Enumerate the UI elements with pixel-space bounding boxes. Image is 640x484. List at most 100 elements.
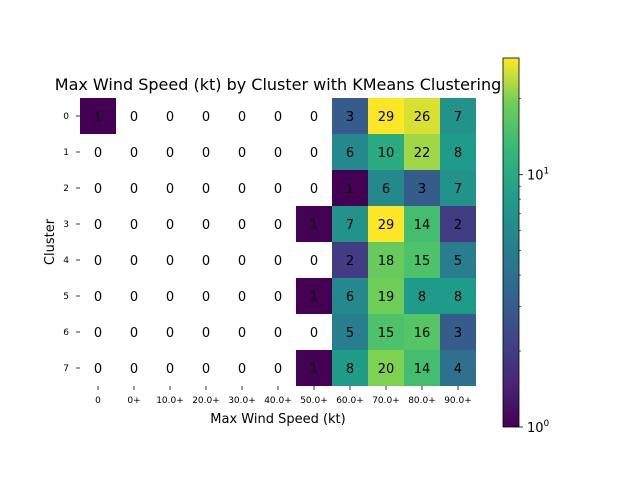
cell-value-label: 0 [238, 146, 246, 161]
heatmap-cell [332, 350, 368, 386]
cell-value-label: 0 [94, 362, 102, 377]
cell-value-label: 15 [414, 254, 431, 269]
heatmap-cell [368, 98, 404, 134]
y-tick-label: 5 [63, 292, 69, 302]
cell-value-label: 5 [454, 254, 462, 269]
cell-value-label: 0 [166, 362, 174, 377]
cell-value-label: 0 [238, 290, 246, 305]
cell-value-label: 1 [310, 290, 318, 305]
heatmap-cell [440, 350, 476, 386]
x-tick-label: 50.0+ [300, 396, 328, 406]
cell-value-label: 16 [414, 326, 431, 341]
heatmap-cell [368, 242, 404, 278]
cell-value-label: 0 [94, 182, 102, 197]
heatmap-cell [404, 314, 440, 350]
cell-value-label: 0 [238, 362, 246, 377]
cell-value-label: 0 [274, 290, 282, 305]
cell-value-label: 0 [310, 254, 318, 269]
cell-value-label: 0 [94, 326, 102, 341]
heatmap-cell [332, 242, 368, 278]
y-axis-label: Cluster [43, 218, 58, 265]
cell-value-label: 1 [94, 110, 102, 125]
cell-value-label: 0 [166, 290, 174, 305]
cell-value-label: 26 [414, 110, 431, 125]
heatmap-cell [440, 206, 476, 242]
cell-value-label: 8 [454, 146, 462, 161]
heatmap-cell [332, 278, 368, 314]
cell-value-label: 3 [418, 182, 426, 197]
heatmap-cell [296, 350, 332, 386]
cell-value-label: 0 [130, 326, 138, 341]
cell-value-label: 0 [130, 254, 138, 269]
heatmap-cell [368, 134, 404, 170]
cell-value-label: 0 [166, 146, 174, 161]
heatmap-cell [440, 314, 476, 350]
heatmap-cell [368, 170, 404, 206]
x-tick-label: 60.0+ [336, 396, 364, 406]
y-axis-ticks: 0 1 2 3 4 5 6 7 [63, 112, 80, 374]
heatmap-cell [440, 98, 476, 134]
cell-value-label: 0 [310, 326, 318, 341]
cell-value-label: 0 [202, 254, 210, 269]
cell-value-label: 6 [346, 290, 354, 305]
heatmap-cell [368, 314, 404, 350]
heatmap-cell [296, 206, 332, 242]
cell-value-label: 6 [382, 182, 390, 197]
cell-value-label: 0 [274, 326, 282, 341]
heatmap-cell [332, 170, 368, 206]
colorbar [502, 57, 520, 428]
cell-value-label: 29 [378, 218, 395, 233]
cell-value-label: 0 [202, 290, 210, 305]
cell-value-label: 2 [346, 254, 354, 269]
cell-value-label: 0 [238, 182, 246, 197]
cell-value-label: 20 [378, 362, 395, 377]
y-tick-label: 7 [63, 364, 69, 374]
cell-value-label: 8 [418, 290, 426, 305]
chart-title: Max Wind Speed (kt) by Cluster with KMea… [55, 75, 501, 94]
cell-value-label: 3 [346, 110, 354, 125]
cell-value-label: 0 [166, 254, 174, 269]
colorbar-tick-label: 100 [527, 419, 550, 436]
cell-value-label: 0 [94, 146, 102, 161]
cell-value-label: 14 [414, 218, 431, 233]
cell-value-label: 0 [238, 254, 246, 269]
cell-value-label: 0 [202, 110, 210, 125]
y-tick-label: 2 [63, 184, 69, 194]
x-tick-label: 10.0+ [156, 396, 184, 406]
cell-value-label: 0 [274, 146, 282, 161]
cell-value-label: 2 [454, 218, 462, 233]
heatmap-cell [368, 350, 404, 386]
cell-value-label: 0 [130, 362, 138, 377]
cell-value-label: 0 [94, 254, 102, 269]
cell-value-label: 0 [130, 146, 138, 161]
x-tick-label: 70.0+ [372, 396, 400, 406]
x-tick-label: 0 [95, 396, 101, 406]
cell-value-label: 0 [274, 182, 282, 197]
cell-value-label: 0 [130, 218, 138, 233]
cell-value-label: 0 [310, 146, 318, 161]
cell-value-label: 7 [454, 110, 462, 125]
heatmap-cell [332, 206, 368, 242]
x-tick-label: 90.0+ [444, 396, 472, 406]
heatmap-cell [404, 206, 440, 242]
heatmap-cell [440, 278, 476, 314]
cell-value-label: 18 [378, 254, 395, 269]
y-tick-label: 3 [63, 220, 69, 230]
cell-value-label: 0 [166, 110, 174, 125]
heatmap-cell [332, 314, 368, 350]
cell-value-label: 0 [274, 218, 282, 233]
x-tick-label: 0+ [127, 396, 140, 406]
heatmap-cell [404, 278, 440, 314]
heatmap-cell [404, 350, 440, 386]
heatmap-cell [440, 134, 476, 170]
heatmap-cells: 1 0 0 0 0 0 0 3 29 26 70 0 0 0 0 0 0 6 10 22 80 0 0 0 0 0 0 1 6 3 70 0 0… [80, 98, 476, 386]
heatmap-cell [332, 134, 368, 170]
cell-value-label: 0 [166, 218, 174, 233]
cell-value-label: 29 [378, 110, 395, 125]
cell-value-label: 0 [130, 182, 138, 197]
colorbar-ticks: 100 101 [519, 98, 550, 436]
heatmap-cell [332, 98, 368, 134]
x-tick-label: 80.0+ [408, 396, 436, 406]
y-tick-label: 0 [63, 112, 69, 122]
